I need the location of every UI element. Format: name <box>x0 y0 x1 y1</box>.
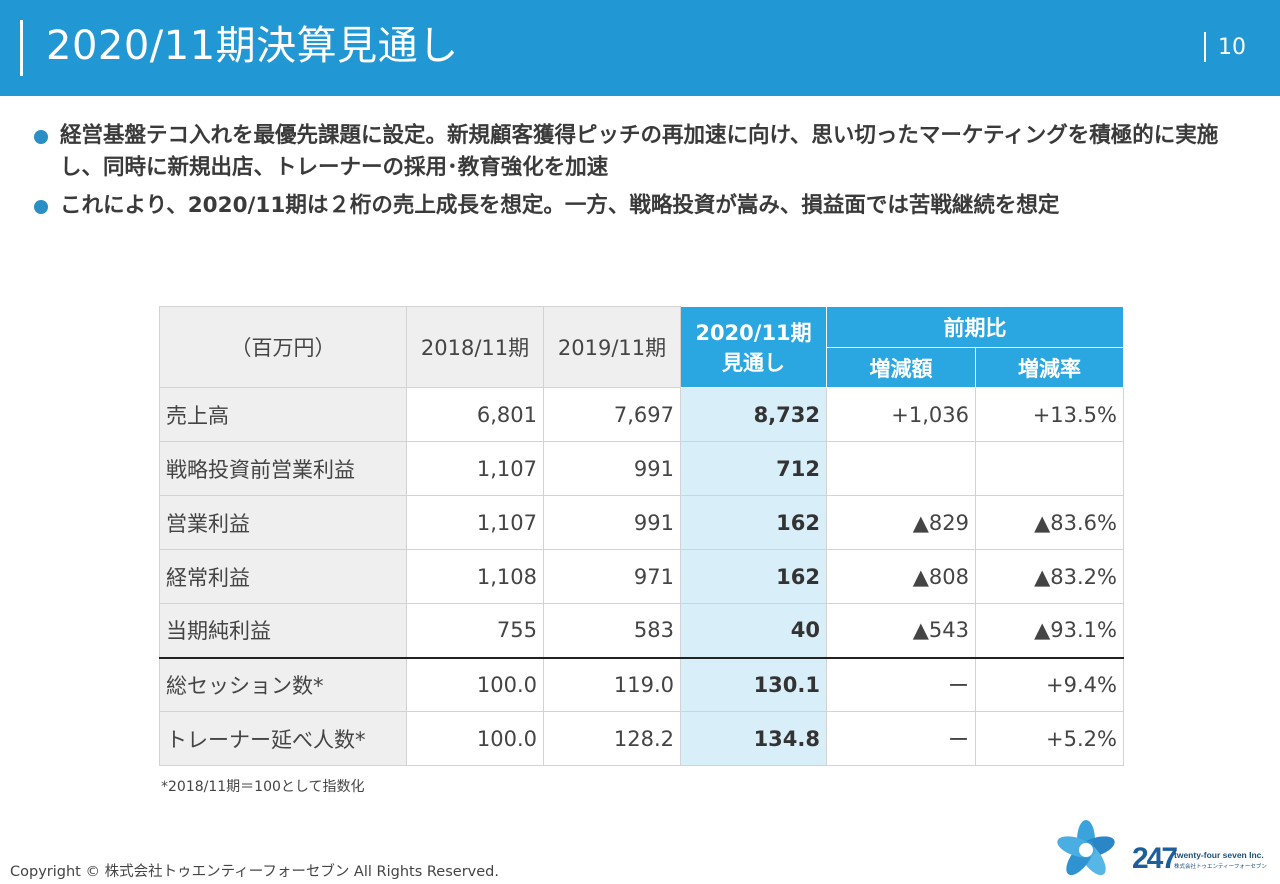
bullet-item: 経営基盤テコ入れを最優先課題に設定。新規顧客獲得ピッチの再加速に向け、思い切った… <box>32 120 1252 184</box>
row-label: 戦略投資前営業利益 <box>159 441 407 496</box>
row-label: 営業利益 <box>159 495 407 550</box>
cell-2018: 755 <box>406 603 544 658</box>
cell-2018: 100.0 <box>406 656 544 712</box>
table-row: 経常利益 1,108 971 162 ▲808 ▲83.2% <box>159 549 1124 604</box>
col-header-2020-forecast: 2020/11期 見通し <box>680 306 827 388</box>
cell-diff: ー <box>826 711 976 766</box>
logo-brand-name: twenty-four seven Inc. <box>1174 850 1264 860</box>
cell-diff: ▲829 <box>826 495 976 550</box>
col-header-diff: 増減額 <box>826 347 976 388</box>
cell-2019: 991 <box>543 495 681 550</box>
cell-2020-forecast: 712 <box>680 441 827 496</box>
cell-2019: 991 <box>543 441 681 496</box>
cell-rate: +13.5% <box>975 387 1124 442</box>
table-footnote: *2018/11期＝100として指数化 <box>161 779 365 795</box>
col-header-2018: 2018/11期 <box>406 306 544 388</box>
col-header-2019: 2019/11期 <box>543 306 681 388</box>
company-logo: 247 twenty-four seven Inc. 株式会社トゥエンティーフォ… <box>1052 818 1272 882</box>
table-row: 営業利益 1,107 991 162 ▲829 ▲83.6% <box>159 495 1124 550</box>
cell-2020-forecast: 130.1 <box>680 656 827 712</box>
col-header-2020-line1: 2020/11期 <box>695 321 812 345</box>
bullet-list: 経営基盤テコ入れを最優先課題に設定。新規顧客獲得ピッチの再加速に向け、思い切った… <box>32 120 1252 228</box>
table-row: 売上高 6,801 7,697 8,732 +1,036 +13.5% <box>159 387 1124 442</box>
bullet-dot-icon <box>34 200 48 214</box>
header-band: 2020/11期決算見通し 10 <box>0 0 1280 96</box>
cell-2020-forecast: 40 <box>680 603 827 658</box>
bullet-dot-icon <box>34 130 48 144</box>
header-divider-right <box>1204 32 1206 62</box>
table-row: 戦略投資前営業利益 1,107 991 712 <box>159 441 1124 496</box>
row-label: 経常利益 <box>159 549 407 604</box>
row-label: 総セッション数* <box>159 656 407 712</box>
unit-header: （百万円） <box>159 306 407 388</box>
cell-rate: ▲93.1% <box>975 603 1124 658</box>
cell-rate: ▲83.6% <box>975 495 1124 550</box>
bullet-item: これにより、2020/11期は２桁の売上成長を想定。一方、戦略投資が嵩み、損益面… <box>32 190 1252 222</box>
cell-rate: +5.2% <box>975 711 1124 766</box>
cell-2018: 1,108 <box>406 549 544 604</box>
cell-2020-forecast: 8,732 <box>680 387 827 442</box>
cell-2019: 119.0 <box>543 656 681 712</box>
cell-rate <box>975 441 1124 496</box>
cell-2020-forecast: 134.8 <box>680 711 827 766</box>
bullet-text: 経営基盤テコ入れを最優先課題に設定。新規顧客獲得ピッチの再加速に向け、思い切った… <box>60 123 1219 180</box>
cell-2020-forecast: 162 <box>680 495 827 550</box>
header-divider-left <box>20 20 23 76</box>
page-title: 2020/11期決算見通し <box>46 23 459 69</box>
bullet-text: これにより、2020/11期は２桁の売上成長を想定。一方、戦略投資が嵩み、損益面… <box>60 193 1060 218</box>
cell-2018: 100.0 <box>406 711 544 766</box>
row-label: 当期純利益 <box>159 603 407 658</box>
row-label: トレーナー延べ人数* <box>159 711 407 766</box>
cell-2019: 583 <box>543 603 681 658</box>
logo-brand-subname: 株式会社トゥエンティーフォーセブン <box>1174 864 1267 870</box>
cell-2019: 971 <box>543 549 681 604</box>
table-row: 総セッション数* 100.0 119.0 130.1 ー +9.4% <box>159 656 1124 712</box>
cell-rate: +9.4% <box>975 656 1124 712</box>
cell-diff: ▲808 <box>826 549 976 604</box>
col-header-rate: 増減率 <box>975 347 1124 388</box>
cell-2018: 6,801 <box>406 387 544 442</box>
financial-forecast-table: （百万円） 2018/11期 2019/11期 2020/11期 見通し 前期比… <box>159 306 1124 766</box>
cell-diff: ー <box>826 656 976 712</box>
cell-2019: 128.2 <box>543 711 681 766</box>
col-group-yoy: 前期比 <box>826 306 1124 348</box>
cell-diff: ▲543 <box>826 603 976 658</box>
col-header-2020-line2: 見通し <box>722 351 785 375</box>
copyright-notice: Copyright © 株式会社トゥエンティーフォーセブン All Rights… <box>10 864 499 880</box>
cell-diff <box>826 441 976 496</box>
logo-mark: 247 <box>1132 842 1178 875</box>
company-logo-icon <box>1057 820 1115 876</box>
cell-2019: 7,697 <box>543 387 681 442</box>
table-row: トレーナー延べ人数* 100.0 128.2 134.8 ー +5.2% <box>159 711 1124 766</box>
cell-rate: ▲83.2% <box>975 549 1124 604</box>
cell-diff: +1,036 <box>826 387 976 442</box>
cell-2018: 1,107 <box>406 495 544 550</box>
row-label: 売上高 <box>159 387 407 442</box>
cell-2018: 1,107 <box>406 441 544 496</box>
cell-2020-forecast: 162 <box>680 549 827 604</box>
table-row: 当期純利益 755 583 40 ▲543 ▲93.1% <box>159 603 1124 658</box>
page-number: 10 <box>1218 35 1246 60</box>
